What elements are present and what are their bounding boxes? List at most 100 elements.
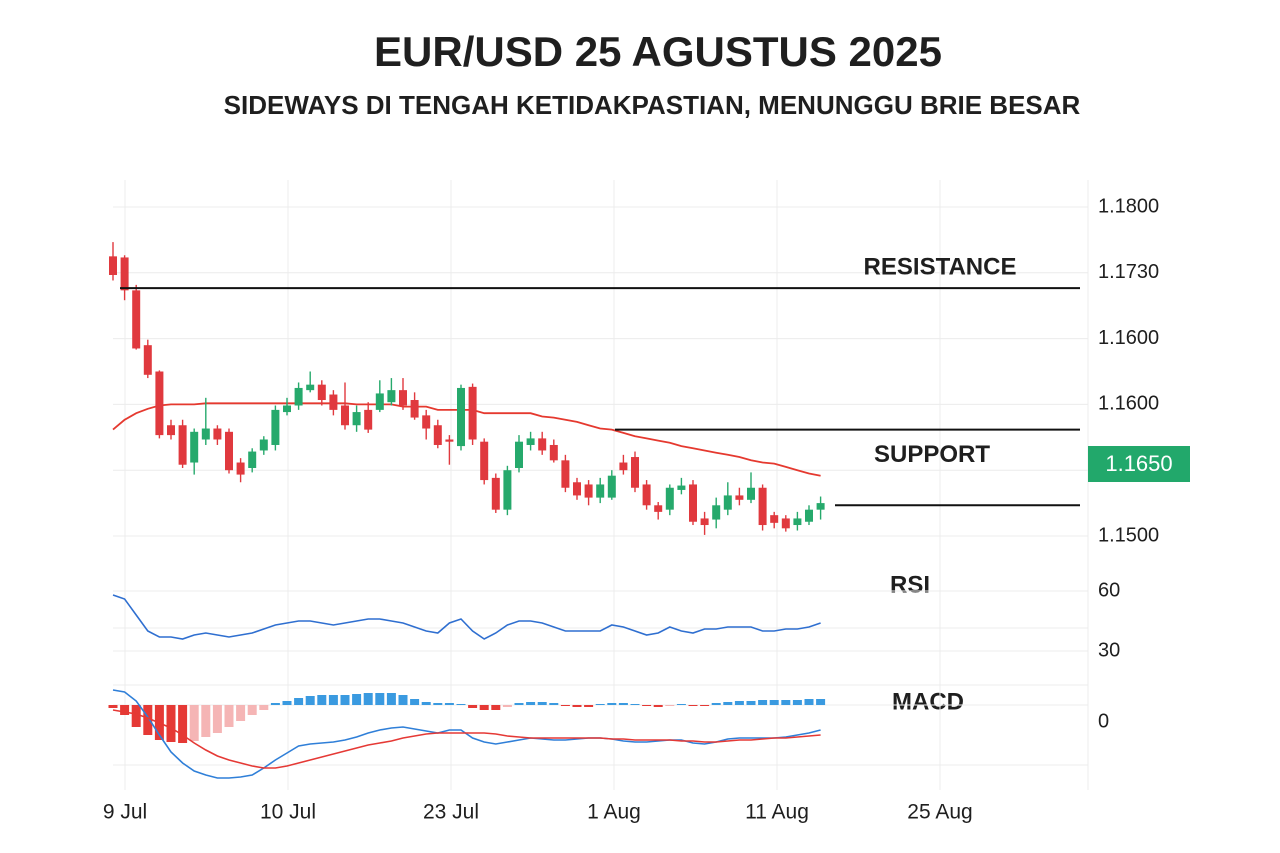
candle-body [642, 484, 651, 506]
histogram-bar [665, 705, 675, 706]
candle-body [213, 428, 222, 440]
candle-body [758, 487, 767, 526]
histogram-bar [560, 705, 570, 706]
histogram-bar [758, 700, 768, 705]
histogram-bar [792, 700, 802, 705]
y-tick-label: 1.1600 [1098, 393, 1159, 415]
histogram-bar [746, 701, 756, 705]
candle-body [283, 405, 291, 413]
candle-body [457, 387, 465, 447]
histogram-bar [282, 701, 292, 705]
candle-body [735, 495, 744, 500]
histogram-bar [584, 705, 594, 707]
candle-body [480, 441, 489, 481]
rsi-title: RSI [890, 571, 930, 598]
histogram-bar [700, 705, 710, 706]
x-tick-label: 10 Jul [260, 801, 316, 824]
histogram-bar [502, 705, 512, 707]
histogram-bar [410, 699, 420, 705]
histogram-bar [201, 705, 211, 737]
candle-body [364, 409, 373, 430]
histogram-bar [653, 705, 663, 707]
histogram-bar [178, 705, 188, 743]
histogram-bar [537, 702, 547, 705]
histogram-bar [224, 705, 234, 727]
candle-body [294, 387, 303, 406]
histogram-bar [294, 698, 304, 705]
histogram-bar [421, 702, 431, 705]
candle-body [167, 425, 175, 436]
candle-body [422, 415, 431, 429]
y-tick-label: 0 [1098, 710, 1109, 732]
histogram-bar [270, 703, 280, 705]
candle-body [329, 394, 338, 410]
candle-body [712, 505, 721, 520]
candle-body [584, 484, 593, 498]
y-tick-label: 30 [1098, 639, 1120, 661]
histogram-bar [444, 703, 454, 705]
candle-body [433, 425, 442, 445]
histogram-bar [212, 705, 222, 733]
candle-body [143, 345, 152, 375]
x-tick-label: 23 Jul [423, 801, 479, 824]
histogram-bar [120, 705, 130, 715]
candle-body [201, 428, 210, 440]
histogram-bar [491, 705, 501, 710]
histogram-bar [363, 693, 373, 705]
candle-body [526, 438, 535, 445]
histogram-bar [734, 701, 744, 705]
histogram-bar [398, 695, 408, 705]
histogram-bar [352, 694, 362, 705]
candle-body [410, 400, 419, 418]
candle-body [341, 405, 349, 426]
y-tick-label: 60 [1098, 579, 1120, 601]
histogram-bar [595, 704, 605, 705]
histogram-bar [676, 704, 686, 705]
candle-body [596, 484, 605, 498]
candle-body [654, 505, 663, 512]
histogram-bar [305, 696, 315, 705]
histogram-bar [317, 695, 327, 705]
candle-body [561, 460, 570, 488]
histogram-bar [526, 702, 536, 705]
histogram-bar [618, 703, 628, 705]
candle-body [399, 390, 407, 406]
candle-body [503, 470, 512, 510]
candle-body [549, 444, 558, 461]
candle-body [178, 425, 187, 465]
x-tick-label: 9 Jul [103, 801, 147, 824]
candle-body [120, 257, 129, 291]
candle-body [631, 457, 639, 488]
histogram-bar [688, 705, 698, 706]
rsi-line [112, 594, 821, 640]
price-badge: 1.1650 [1105, 451, 1172, 476]
moving-average [112, 402, 821, 477]
histogram-bar [723, 702, 733, 705]
x-tick-label: 25 Aug [907, 801, 972, 824]
signal-line [112, 709, 821, 769]
histogram-bar [572, 705, 582, 707]
candle-body [770, 515, 779, 523]
histogram-bar [479, 705, 489, 710]
histogram-bar [630, 704, 640, 705]
histogram-bar [236, 705, 246, 721]
candle-body [109, 256, 117, 275]
candle-body [619, 462, 628, 471]
candle-body [747, 487, 755, 500]
histogram-bar [642, 705, 652, 706]
histogram-bar [433, 703, 443, 705]
candle-body [700, 518, 709, 526]
histogram-bar [804, 699, 814, 705]
histogram-bar [514, 703, 524, 705]
histogram-bar [328, 695, 338, 705]
candle-body [225, 431, 233, 471]
level-label: RESISTANCE [864, 253, 1017, 280]
candle-body [781, 518, 790, 529]
histogram-bar [769, 700, 779, 705]
candle-body [306, 384, 315, 391]
candle-body [445, 439, 454, 442]
histogram-bar [711, 703, 721, 705]
candle-body [317, 384, 326, 401]
candle-body [805, 509, 813, 522]
